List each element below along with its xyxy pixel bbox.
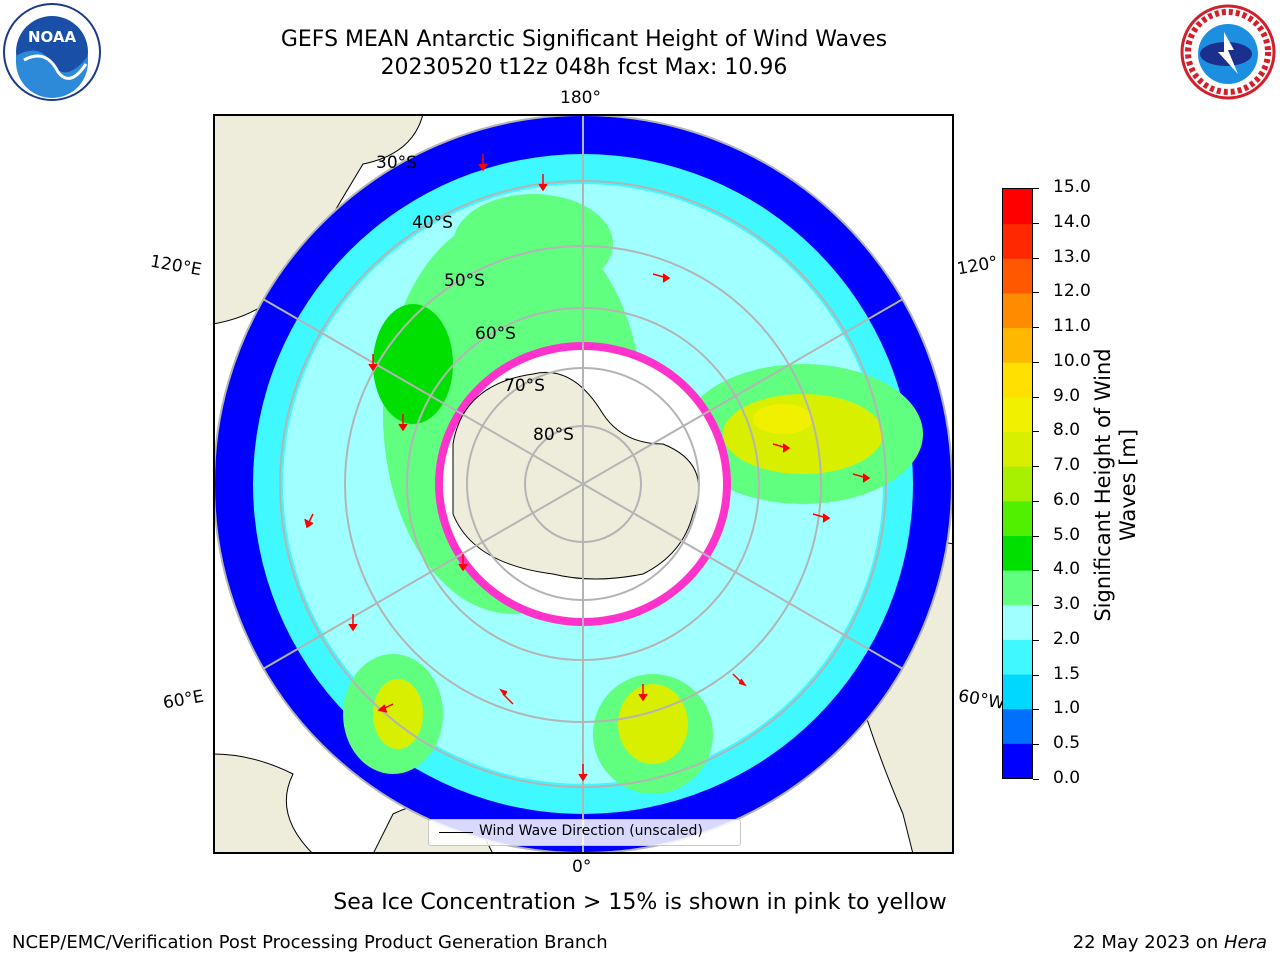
colorbar-tick-mark — [1033, 500, 1039, 502]
colorbar-tick-mark — [1033, 222, 1039, 224]
colorbar-tick-mark — [1033, 570, 1039, 572]
colorbar-segment — [1003, 396, 1032, 433]
lon-label-60w: 60°W — [956, 686, 1007, 714]
lat-label-40s: 40°S — [412, 213, 453, 233]
colorbar-segment — [1003, 292, 1032, 329]
sea-ice-note: Sea Ice Concentration > 15% is shown in … — [333, 890, 947, 915]
colorbar-tick-label: 3.0 — [1053, 594, 1081, 615]
colorbar-segment — [1003, 362, 1032, 398]
lon-label-180: 180° — [560, 88, 601, 108]
colorbar-segment — [1003, 743, 1032, 778]
noaa-logo-text: NOAA — [28, 28, 77, 46]
colorbar-tick-mark — [1033, 709, 1039, 711]
colorbar-tick-label: 1.5 — [1053, 663, 1081, 684]
colorbar-segment — [1003, 189, 1032, 225]
colorbar-segment — [1003, 639, 1032, 675]
colorbar-tick-label: 8.0 — [1053, 420, 1081, 441]
wind-wave-arrows — [304, 154, 871, 782]
colorbar-tick-label: 0.0 — [1053, 768, 1081, 788]
colorbar-tick-label: 14.0 — [1053, 211, 1091, 232]
map-border — [213, 114, 954, 854]
chart-title: GEFS MEAN Antarctic Significant Height o… — [280, 27, 888, 52]
colorbar-segment — [1003, 604, 1032, 640]
colorbar-tick-mark — [1033, 744, 1039, 746]
colorbar-tick-mark — [1033, 466, 1039, 468]
colorbar-tick-mark — [1033, 674, 1039, 676]
colorbar-segment — [1003, 223, 1032, 259]
colorbar-tick-label: 6.0 — [1053, 489, 1081, 510]
colorbar-segment — [1003, 466, 1032, 502]
colorbar-label-line2: Waves [m] — [1116, 428, 1140, 542]
colorbar-label-line1: Significant Height of Wind — [1091, 348, 1115, 622]
lon-label-120w: 120° — [955, 252, 1000, 280]
lon-label-120e: 120°E — [148, 251, 204, 281]
colorbar-tick-mark — [1033, 605, 1039, 607]
polar-map — [213, 114, 954, 854]
antarctica-land — [452, 371, 700, 580]
africa-land — [213, 753, 314, 854]
lat-label-80s: 80°S — [533, 425, 574, 445]
lat-label-50s: 50°S — [444, 271, 485, 291]
colorbar-tick-mark — [1033, 257, 1039, 259]
colorbar-tick-mark — [1033, 396, 1039, 398]
date-text: 22 May 2023 on Hera — [1073, 932, 1267, 953]
colorbar-segment — [1003, 500, 1032, 536]
colorbar-segment — [1003, 570, 1032, 606]
colorbar-tick-mark — [1033, 327, 1039, 329]
colorbar-segment — [1003, 431, 1032, 467]
colorbar-segment — [1003, 327, 1032, 363]
colorbar-tick-mark — [1033, 535, 1039, 537]
colorbar-tick-label: 11.0 — [1053, 316, 1091, 337]
lat-label-30s: 30°S — [376, 153, 417, 173]
colorbar-tick-mark — [1033, 292, 1039, 294]
colorbar-tick-label: 0.5 — [1053, 733, 1081, 754]
colorbar-tick-label: 9.0 — [1053, 385, 1081, 406]
colorbar-tick-mark — [1033, 361, 1039, 363]
colorbar-tick-label: 13.0 — [1053, 246, 1091, 267]
colorbar-tick-mark — [1033, 431, 1039, 433]
colorbar-tick-mark — [1033, 639, 1039, 641]
map-legend: Wind Wave Direction (unscaled) — [428, 819, 741, 846]
colorbar-tick-label: 15.0 — [1053, 177, 1091, 197]
lat-label-70s: 70°S — [504, 376, 545, 396]
colorbar-tick-label: 5.0 — [1053, 524, 1081, 545]
colorbar-tick-label: 2.0 — [1053, 628, 1081, 649]
colorbar-tick-mark — [1033, 188, 1039, 189]
colorbar — [1002, 188, 1033, 779]
colorbar-segment — [1003, 258, 1032, 294]
lat-label-60s: 60°S — [475, 324, 516, 344]
colorbar-tick-label: 1.0 — [1053, 698, 1081, 719]
chart-subtitle: 20230520 t12z 048h fcst Max: 10.96 — [380, 55, 788, 80]
colorbar-tick-label: 7.0 — [1053, 455, 1081, 476]
colorbar-tick-label: 10.0 — [1053, 350, 1091, 371]
colorbar-tick-label: 4.0 — [1053, 559, 1081, 580]
nws-logo-icon — [1180, 4, 1276, 100]
host-name: Hera — [1223, 932, 1267, 953]
lon-label-60e: 60°E — [161, 686, 206, 714]
credit-text: NCEP/EMC/Verification Post Processing Pr… — [12, 932, 608, 953]
legend-line-icon — [439, 832, 473, 833]
lon-label-0: 0° — [572, 857, 592, 877]
colorbar-segment — [1003, 535, 1032, 571]
colorbar-tick-label: 12.0 — [1053, 281, 1091, 302]
colorbar-label: Significant Height of Wind Waves [m] — [1091, 348, 1141, 621]
date-prefix: 22 May 2023 on — [1072, 932, 1224, 953]
colorbar-segment — [1003, 708, 1032, 744]
legend-label: Wind Wave Direction (unscaled) — [479, 823, 703, 839]
colorbar-segment — [1003, 674, 1032, 710]
noaa-logo-icon: NOAA — [3, 3, 101, 101]
colorbar-tick-mark — [1033, 779, 1039, 780]
